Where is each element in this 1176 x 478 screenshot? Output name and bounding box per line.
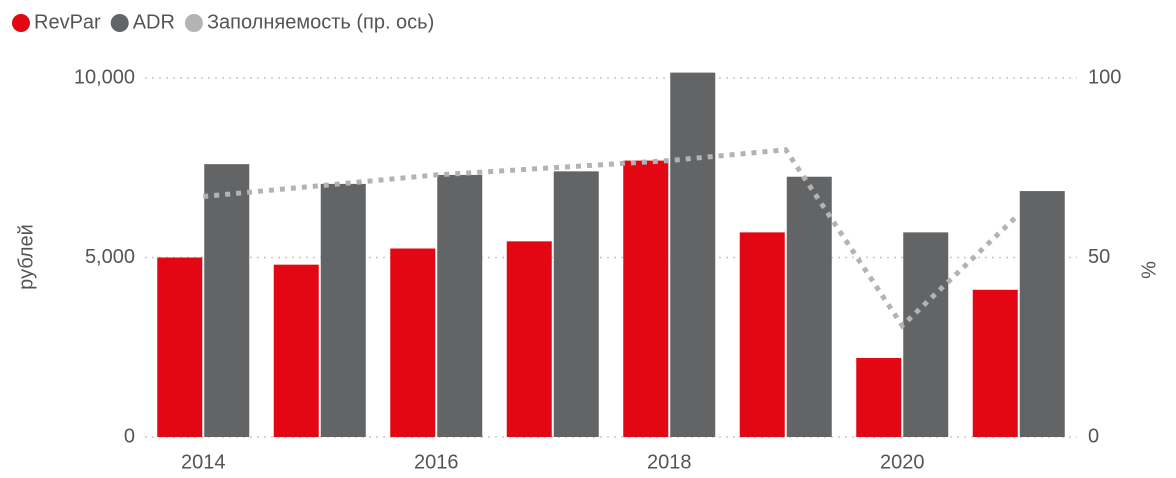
y2-tick-label: 0 xyxy=(1088,425,1099,447)
y2-axis-title: % xyxy=(1138,261,1160,279)
y2-tick-label: 100 xyxy=(1088,66,1121,88)
y2-tick-label: 50 xyxy=(1088,246,1110,268)
legend-label: ADR xyxy=(133,11,175,33)
bar xyxy=(157,257,203,437)
legend-swatch xyxy=(184,14,203,32)
bar xyxy=(390,248,436,437)
bar xyxy=(903,232,949,437)
bar xyxy=(856,358,902,437)
legend-swatch xyxy=(12,14,30,32)
legend-label: RevPar xyxy=(34,11,101,33)
bar xyxy=(320,183,366,437)
legend-swatch xyxy=(110,14,129,32)
bar xyxy=(273,264,319,437)
legend-label: Заполняемость (пр. ось) xyxy=(207,11,434,33)
x-tick-label: 2018 xyxy=(647,451,692,473)
y-axis-title: рублей xyxy=(15,224,37,290)
bar xyxy=(623,160,669,437)
x-tick-label: 2016 xyxy=(414,451,459,473)
bar xyxy=(739,232,785,437)
bar xyxy=(670,72,716,438)
y-tick-label: 0 xyxy=(124,425,135,447)
bar xyxy=(506,241,552,437)
x-tick-label: 2020 xyxy=(880,451,925,473)
y-tick-label: 10,000 xyxy=(74,66,135,88)
bar xyxy=(786,176,832,437)
y-tick-label: 5,000 xyxy=(85,246,135,268)
bar xyxy=(437,174,483,437)
bar xyxy=(553,171,599,437)
bar xyxy=(204,164,250,437)
bar xyxy=(1019,191,1065,437)
x-tick-label: 2014 xyxy=(181,451,226,473)
line-series xyxy=(203,147,1021,330)
bar xyxy=(972,289,1018,437)
